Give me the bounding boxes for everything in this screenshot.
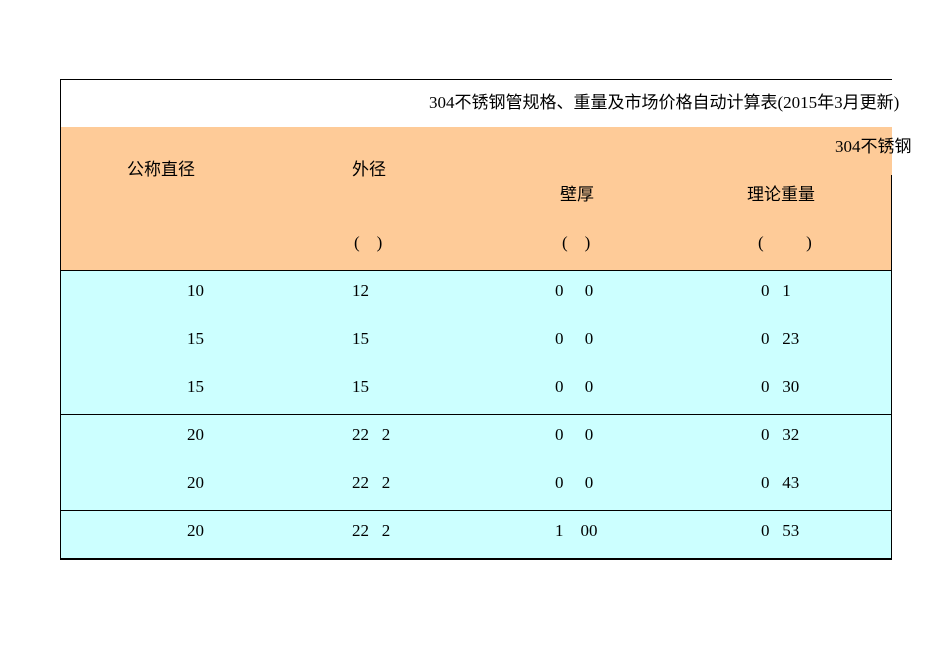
table-cell-weight: 0 23 <box>684 319 892 368</box>
cell-value: 0 32 <box>761 425 800 444</box>
header-label: 外径 <box>352 160 386 179</box>
table-cell-outer: 22 2 <box>268 415 477 464</box>
table-cell-wall: 0 0 <box>476 415 685 464</box>
table-cell-outer: 12 <box>268 271 477 320</box>
unit-label: ( ) <box>758 233 812 252</box>
cell-value: 0 23 <box>761 329 800 348</box>
cell-value: 0 0 <box>555 329 594 348</box>
cell-value: 15 <box>352 329 369 348</box>
unit-weight: ( ) <box>684 223 892 272</box>
table-cell-outer: 15 <box>268 367 477 416</box>
table-cell-weight: 0 43 <box>684 463 892 512</box>
table-cell-nominal: 10 <box>60 271 269 320</box>
table-cell-wall: 0 0 <box>476 271 685 320</box>
cell-value: 10 <box>187 281 204 300</box>
cell-value: 0 0 <box>555 281 594 300</box>
cell-value: 0 43 <box>761 473 800 492</box>
table-cell-wall: 0 0 <box>476 463 685 512</box>
cell-value: 12 <box>352 281 369 300</box>
table-cell-nominal: 20 <box>60 415 269 464</box>
table-cell-weight: 0 53 <box>684 511 892 560</box>
header-group-304: 304不锈钢 <box>476 127 912 176</box>
cell-value: 0 0 <box>555 425 594 444</box>
unit-nominal <box>60 223 269 272</box>
cell-value: 0 30 <box>761 377 800 396</box>
table-cell-outer: 22 2 <box>268 463 477 512</box>
table-cell-wall: 1 00 <box>476 511 685 560</box>
header-nominal-diameter: 公称直径 <box>60 127 269 224</box>
header-theoretical-weight: 理论重量 <box>684 175 892 224</box>
cell-value: 0 1 <box>761 281 791 300</box>
cell-value: 20 <box>187 521 204 540</box>
table-cell-nominal: 20 <box>60 463 269 512</box>
header-label: 理论重量 <box>747 185 815 204</box>
unit-outer: ( ) <box>268 223 477 272</box>
header-label: 壁厚 <box>560 185 594 204</box>
cell-value: 0 0 <box>555 473 594 492</box>
table-cell-weight: 0 1 <box>684 271 892 320</box>
table-cell-wall: 0 0 <box>476 367 685 416</box>
unit-label: ( ) <box>354 233 383 252</box>
header-wall-thickness: 壁厚 <box>476 175 685 224</box>
cell-value: 0 53 <box>761 521 800 540</box>
table-cell-weight: 0 32 <box>684 415 892 464</box>
cell-value: 1 00 <box>555 521 598 540</box>
title-row: 304不锈钢管规格、重量及市场价格自动计算表(2015年3月更新) <box>60 79 899 128</box>
unit-label: ( ) <box>562 233 591 252</box>
cell-value: 0 0 <box>555 377 594 396</box>
table-cell-outer: 15 <box>268 319 477 368</box>
cell-value: 22 2 <box>352 425 391 444</box>
cell-value: 20 <box>187 425 204 444</box>
header-label: 304不锈钢 <box>835 137 912 156</box>
unit-wall: ( ) <box>476 223 685 272</box>
table-cell-wall: 0 0 <box>476 319 685 368</box>
header-outer-diameter: 外径 <box>268 127 477 224</box>
cell-value: 15 <box>352 377 369 396</box>
header-label: 公称直径 <box>127 160 195 179</box>
cell-value: 15 <box>187 377 204 396</box>
cell-value: 22 2 <box>352 521 391 540</box>
table-cell-nominal: 20 <box>60 511 269 560</box>
table-cell-weight: 0 30 <box>684 367 892 416</box>
cell-value: 22 2 <box>352 473 391 492</box>
table-cell-nominal: 15 <box>60 319 269 368</box>
table-cell-outer: 22 2 <box>268 511 477 560</box>
table-cell-nominal: 15 <box>60 367 269 416</box>
sheet-title: 304不锈钢管规格、重量及市场价格自动计算表(2015年3月更新) <box>429 93 900 112</box>
cell-value: 15 <box>187 329 204 348</box>
cell-value: 20 <box>187 473 204 492</box>
